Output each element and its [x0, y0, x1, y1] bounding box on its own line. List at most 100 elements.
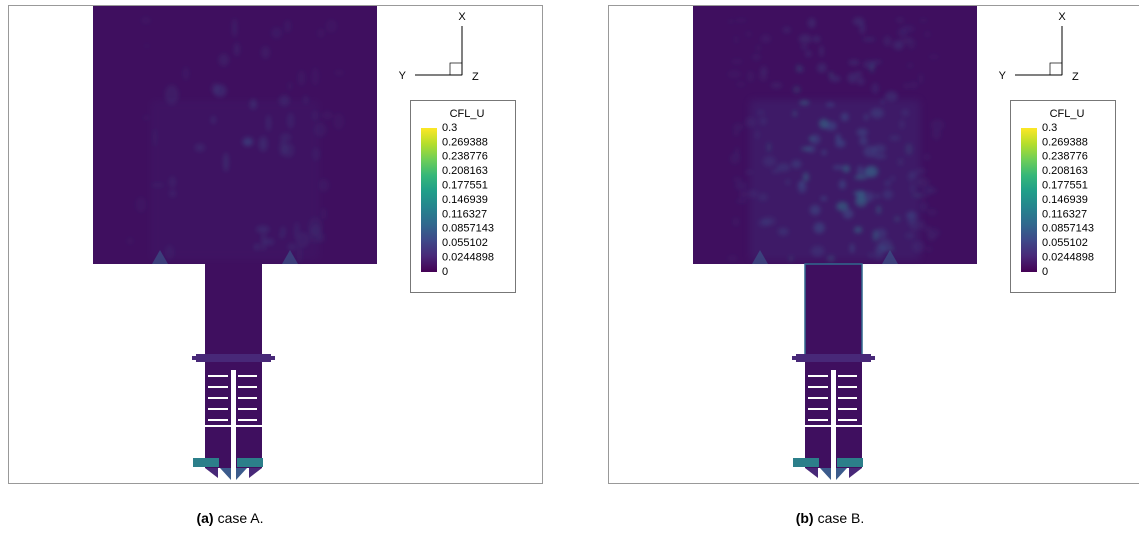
slot-gap	[808, 408, 828, 410]
slot-gap	[238, 408, 257, 410]
vortex	[733, 123, 743, 130]
slot-gap	[804, 425, 834, 427]
colorbar-title: CFL_U	[450, 108, 485, 120]
caption-label: (b)	[796, 510, 814, 526]
vortex	[909, 81, 917, 88]
slot-gap	[208, 408, 228, 410]
vortex	[932, 129, 941, 140]
vortex	[925, 31, 931, 38]
vortex	[919, 18, 927, 22]
vortex	[920, 201, 928, 212]
vortex	[817, 63, 827, 73]
colorbar-label: 0.208163	[1042, 165, 1088, 177]
vortex	[319, 179, 329, 192]
vortex	[756, 45, 760, 51]
center-gap	[231, 370, 236, 470]
slot-gap	[838, 386, 857, 388]
vortex	[298, 70, 306, 85]
vortex	[734, 35, 738, 44]
axis-label: Y	[999, 70, 1007, 82]
vortex	[232, 19, 237, 38]
caption: (b)case B.	[796, 510, 865, 526]
vortex	[728, 19, 733, 25]
colorbar-label: 0.177551	[1042, 180, 1088, 192]
colorbar-label: 0.208163	[442, 165, 488, 177]
vortex	[813, 36, 821, 43]
slot-gap	[208, 386, 228, 388]
flange	[196, 354, 271, 362]
duct	[805, 264, 862, 360]
slot-gap	[238, 386, 257, 388]
vortex	[793, 86, 801, 93]
vortex	[333, 113, 344, 129]
axis-label: Y	[399, 70, 407, 82]
vortex	[731, 58, 743, 64]
vortex	[735, 18, 748, 22]
vortex	[927, 232, 936, 241]
vortex	[848, 60, 859, 66]
axis-label: X	[458, 11, 466, 23]
vortex	[284, 20, 291, 33]
haze	[150, 100, 320, 260]
colorbar-label: 0.0857143	[1042, 223, 1094, 235]
page: CFL_U comparison html, body { margin: 0;…	[0, 0, 1139, 538]
colorbar-label: 0.3	[442, 122, 457, 134]
colorbar-label: 0.0857143	[442, 223, 494, 235]
duct	[205, 264, 262, 360]
vortex	[733, 177, 742, 182]
axis-label: X	[1058, 11, 1066, 23]
colorbar-label: 0	[442, 266, 448, 278]
slot-gap	[838, 397, 857, 399]
vortex	[747, 71, 754, 83]
caption: (a)case A.	[196, 510, 263, 526]
vortex	[783, 26, 791, 33]
vortex	[322, 111, 333, 119]
vortex	[736, 199, 747, 204]
colorbar: CFL_U0.30.2693880.2387760.2081630.177551…	[1011, 101, 1116, 293]
slot-gap	[838, 375, 857, 377]
colorbar-label: 0.146939	[442, 194, 488, 206]
vortex	[904, 83, 909, 89]
vortex	[896, 17, 904, 22]
figure: XYZCFL_U0.30.2693880.2387760.2081630.177…	[0, 0, 1139, 538]
page-body: {"panels": [ {"axes": {"x": "X", "y": "Y…	[0, 0, 1139, 538]
vortex	[727, 255, 737, 262]
vortex	[929, 54, 939, 59]
vortex	[740, 190, 748, 198]
vortex	[735, 147, 739, 159]
caption-label: (a)	[196, 510, 213, 526]
inlet-port	[837, 458, 863, 467]
flange-stub	[269, 356, 275, 360]
colorbar-label: 0.116327	[1042, 208, 1087, 220]
colorbar-label: 0.177551	[442, 180, 488, 192]
colorbar-label: 0.3	[1042, 122, 1057, 134]
vortex	[727, 70, 741, 79]
colorbar-label: 0	[1042, 266, 1048, 278]
slot-gap	[808, 386, 828, 388]
colorbar-gradient	[421, 128, 437, 272]
inlet-port	[793, 458, 819, 467]
vortex	[144, 44, 149, 48]
slot-gap	[808, 375, 828, 377]
slot-gap	[238, 419, 257, 421]
colorbar-label: 0.0244898	[442, 252, 494, 264]
vortex	[733, 217, 739, 226]
center-gap	[831, 370, 836, 470]
slot-gap	[208, 419, 228, 421]
axis-label: Z	[472, 71, 479, 83]
inlet-port	[237, 458, 263, 467]
vortex	[144, 115, 150, 120]
vortex	[847, 73, 857, 84]
flange	[796, 354, 871, 362]
vortex	[924, 154, 930, 160]
vortex	[752, 54, 761, 61]
flange-stub	[869, 356, 875, 360]
vortex	[902, 25, 915, 33]
vortex	[805, 50, 811, 57]
panel: XYZCFL_U0.30.2693880.2387760.2081630.177…	[609, 6, 1139, 526]
flange-stub	[192, 356, 198, 360]
slot-gap	[234, 425, 263, 427]
slot-gap	[208, 375, 228, 377]
vortex	[870, 63, 874, 73]
vortex	[735, 181, 747, 190]
